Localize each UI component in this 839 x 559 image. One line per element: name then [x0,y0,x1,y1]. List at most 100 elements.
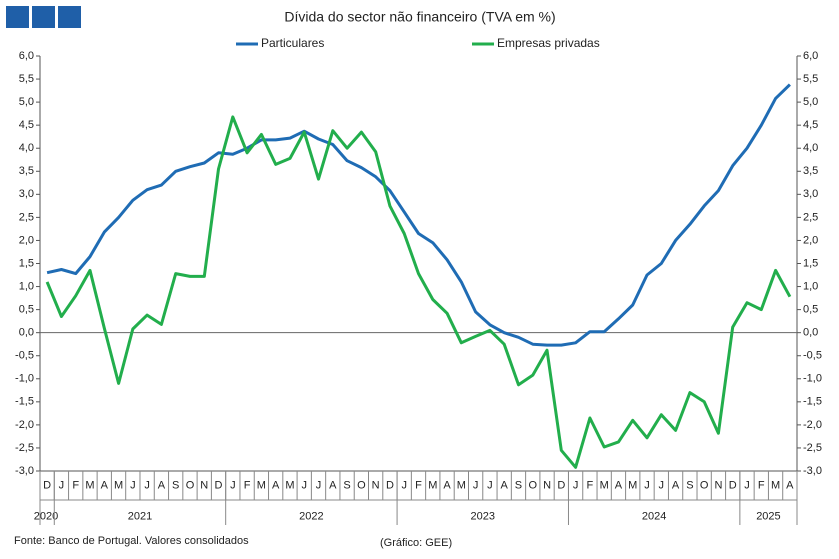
y2-tick-label: 6,0 [803,50,818,62]
x-tick-label: M [85,479,94,491]
x-tick-label: F [244,479,251,491]
x-tick-label: A [786,479,794,491]
y-tick-label: 3,0 [19,188,34,200]
y-tick-label: -1,0 [15,373,34,385]
y-tick-label: 2,5 [19,211,34,223]
x-tick-label: J [59,479,65,491]
x-tick-label: F [415,479,422,491]
legend-label: Empresas privadas [497,36,600,50]
y-tick-label: 1,5 [19,257,34,269]
x-tick-label: J [144,479,150,491]
x-tick-label: N [543,479,551,491]
x-tick-label: S [515,479,522,491]
x-tick-label: M [114,479,123,491]
x-tick-label: J [230,479,236,491]
x-tick-label: O [528,479,537,491]
x-tick-label: N [714,479,722,491]
x-tick-label: F [758,479,765,491]
credit-note: (Gráfico: GEE) [380,537,452,549]
y2-tick-label: 1,0 [803,280,818,292]
x-tick-label: M [285,479,294,491]
x-tick-label: F [587,479,594,491]
x-group-label: 2024 [642,510,666,522]
x-tick-label: S [172,479,179,491]
y-tick-label: 5,5 [19,73,34,85]
x-tick-label: A [158,479,166,491]
x-tick-label: S [343,479,350,491]
y-tick-label: -0,5 [15,350,34,362]
y-tick-label: 4,0 [19,142,34,154]
y-tick-label: -2,0 [15,419,34,431]
x-tick-label: J [659,479,665,491]
x-group-label: 2025 [756,510,780,522]
x-tick-label: A [501,479,509,491]
y2-tick-label: 5,0 [803,96,818,108]
y2-tick-label: 4,5 [803,119,818,131]
x-group-label: 2021 [128,510,152,522]
x-tick-label: J [401,479,407,491]
y2-tick-label: 0,5 [803,304,818,316]
y2-tick-label: 2,0 [803,234,818,246]
y2-tick-label: -0,5 [803,350,822,362]
x-tick-label: M [457,479,466,491]
chart-title: Dívida do sector não financeiro (TVA em … [284,9,555,25]
series-line [45,115,792,469]
x-tick-label: A [101,479,109,491]
y-tick-label: -1,5 [15,396,34,408]
y-tick-label: 5,0 [19,96,34,108]
x-tick-label: A [272,479,280,491]
x-tick-label: J [487,479,493,491]
x-tick-label: J [301,479,307,491]
x-tick-label: D [557,479,565,491]
x-tick-label: J [644,479,650,491]
logo-block [6,6,29,28]
x-tick-label: D [43,479,51,491]
x-tick-label: M [428,479,437,491]
x-tick-label: D [386,479,394,491]
x-tick-label: N [200,479,208,491]
logo-block [32,6,55,28]
x-tick-label: F [72,479,79,491]
x-tick-label: M [600,479,609,491]
x-tick-label: M [628,479,637,491]
y-tick-label: 2,0 [19,234,34,246]
x-tick-label: A [329,479,337,491]
y-tick-label: -2,5 [15,442,34,454]
x-tick-label: S [686,479,693,491]
x-tick-label: J [130,479,136,491]
x-group-label: 2023 [471,510,495,522]
y2-tick-label: 0,0 [803,327,818,339]
y-tick-label: 6,0 [19,50,34,62]
x-tick-label: M [257,479,266,491]
x-tick-label: J [316,479,322,491]
y-tick-label: 4,5 [19,119,34,131]
y2-tick-label: -3,0 [803,465,822,477]
y-tick-label: 0,0 [19,327,34,339]
x-tick-label: D [729,479,737,491]
y2-tick-label: 4,0 [803,142,818,154]
y-tick-label: -3,0 [15,465,34,477]
y2-tick-label: 5,5 [803,73,818,85]
x-tick-label: A [672,479,680,491]
x-tick-label: J [744,479,750,491]
x-tick-label: O [186,479,195,491]
legend-label: Particulares [261,36,324,50]
y2-tick-label: -1,0 [803,373,822,385]
series-line [46,83,791,347]
y2-tick-label: -2,5 [803,442,822,454]
x-group-label: 2022 [299,510,323,522]
x-tick-label: O [357,479,366,491]
y-tick-label: 0,5 [19,304,34,316]
x-tick-label: J [573,479,579,491]
x-tick-label: O [700,479,709,491]
x-tick-label: N [372,479,380,491]
y2-tick-label: -1,5 [803,396,822,408]
y2-tick-label: 2,5 [803,211,818,223]
source-note: Fonte: Banco de Portugal. Valores consol… [14,535,249,547]
y2-tick-label: 3,0 [803,188,818,200]
y2-tick-label: -2,0 [803,419,822,431]
y-tick-label: 3,5 [19,165,34,177]
logo-block [58,6,81,28]
x-tick-label: A [615,479,623,491]
